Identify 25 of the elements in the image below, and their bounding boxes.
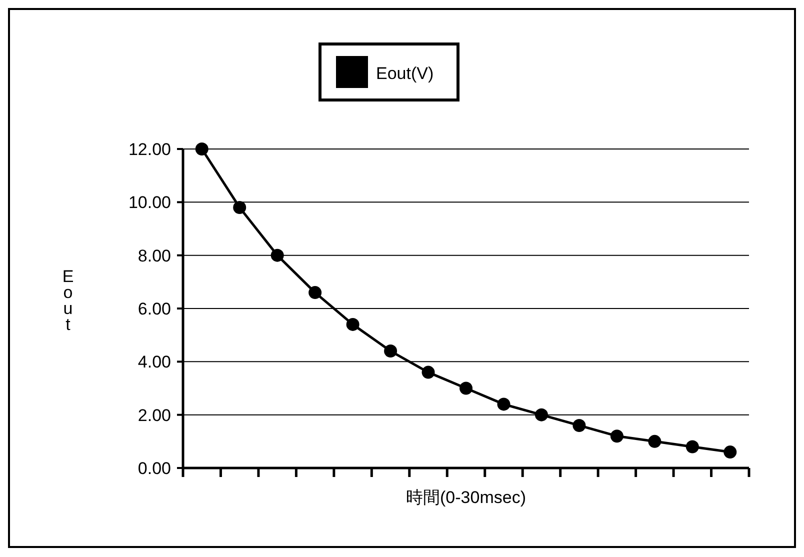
- point: [384, 344, 398, 358]
- y-tick-label: 4.00: [138, 352, 171, 372]
- point: [460, 382, 472, 395]
- point: [724, 446, 737, 459]
- legend-label: Eout(V): [376, 64, 434, 83]
- point: [195, 142, 208, 156]
- point: [648, 434, 662, 448]
- y-tick-label: 8.00: [138, 246, 171, 266]
- point: [308, 286, 322, 300]
- y-tick-label: 6.00: [138, 300, 171, 318]
- y-tick-label: 10.00: [128, 193, 171, 212]
- point: [422, 366, 435, 379]
- point: [270, 248, 284, 262]
- x-axis-title: 時間(0-30msec): [406, 488, 526, 507]
- point: [534, 408, 548, 422]
- point: [233, 200, 246, 214]
- y-tick-label: 12.00: [128, 140, 171, 159]
- point: [610, 430, 624, 443]
- point: [497, 398, 510, 411]
- y-tick-label: 0.00: [138, 459, 171, 478]
- point: [572, 418, 586, 432]
- point: [346, 318, 360, 331]
- point: [686, 440, 699, 454]
- y-tick-label: 2.00: [138, 406, 171, 425]
- y-axis-title: Eout: [62, 267, 74, 334]
